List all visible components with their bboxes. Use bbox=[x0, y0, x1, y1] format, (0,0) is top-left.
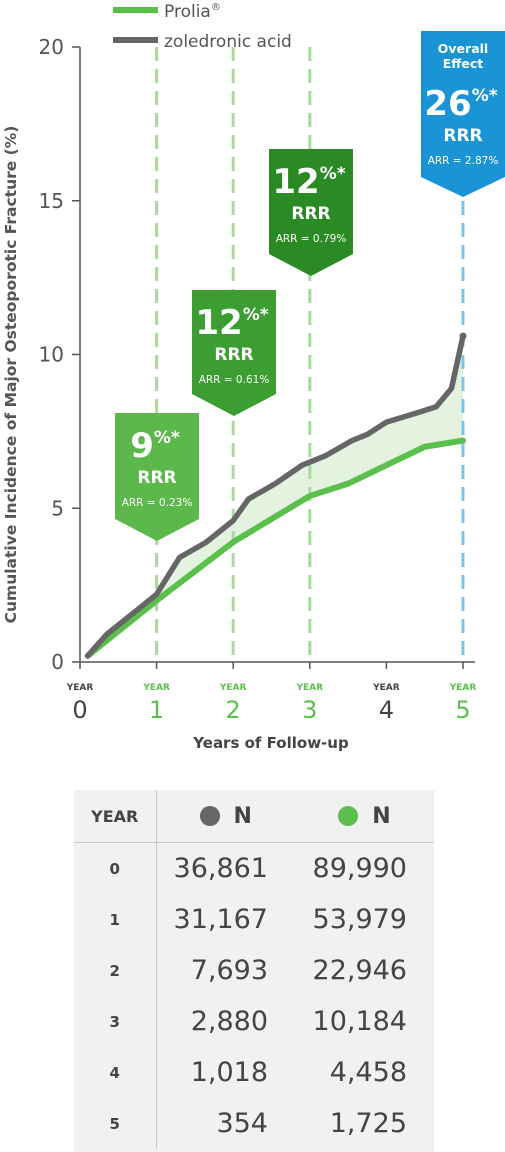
x-tick-year-label: YEAR bbox=[219, 683, 247, 693]
prolia-dot-icon bbox=[338, 805, 359, 826]
x-tick-label: 4 bbox=[379, 696, 394, 724]
table-row: 1 31,167 53,979 bbox=[74, 894, 434, 945]
zoledronic-acid-series-line bbox=[84, 333, 466, 659]
prolia-series-line bbox=[84, 437, 466, 659]
callout-rrr-suffix: %* bbox=[243, 305, 269, 325]
year-cell: 5 bbox=[74, 1098, 157, 1149]
callout-rrr-suffix: %* bbox=[154, 428, 180, 448]
callout-rrr-label: RRR bbox=[291, 204, 330, 224]
y-axis-title: Cumulative Incidence of Major Osteoporot… bbox=[2, 126, 20, 624]
zoledronic-acid-n-cell: 354 bbox=[216, 1108, 268, 1139]
table-row: 0 36,861 89,990 bbox=[74, 842, 434, 894]
year-cell: 4 bbox=[74, 1047, 157, 1098]
x-tick-label: 0 bbox=[72, 696, 87, 724]
callout-rrr-label: RRR bbox=[443, 126, 482, 146]
callout-rrr-label: RRR bbox=[214, 345, 253, 365]
difference-shaded-area bbox=[87, 336, 463, 656]
prolia-n-cell: 22,946 bbox=[312, 955, 407, 986]
callout-arr-label: ARR = 2.87% bbox=[428, 155, 499, 167]
callout-box bbox=[192, 290, 276, 416]
table-row: 3 2,880 10,184 bbox=[74, 996, 434, 1047]
callout-box bbox=[269, 149, 353, 276]
y-tick-label: 15 bbox=[39, 189, 64, 213]
callout-rrr-value: 26%* bbox=[424, 84, 497, 124]
prolia-n-cell: 10,184 bbox=[312, 1006, 407, 1037]
callout-arr-label: ARR = 0.79% bbox=[276, 233, 347, 245]
callout-box bbox=[115, 413, 199, 541]
y-tick-label: 0 bbox=[51, 650, 64, 674]
y-tick-label: 5 bbox=[51, 496, 64, 520]
callout-heading-line-1: Overall bbox=[438, 41, 488, 56]
prolia-n-cell: 4,458 bbox=[329, 1057, 407, 1088]
table-row: 2 7,693 22,946 bbox=[74, 945, 434, 996]
callout-heading-line-2: Effect bbox=[443, 56, 484, 71]
callout-rrr-suffix: %* bbox=[472, 86, 498, 106]
callout-rrr-value: 12%* bbox=[195, 303, 268, 343]
zoledronic-acid-n-cell: 2,880 bbox=[190, 1006, 268, 1037]
prolia-n-cell: 89,990 bbox=[312, 853, 407, 884]
table-row: 4 1,018 4,458 bbox=[74, 1047, 434, 1098]
year-cell: 3 bbox=[74, 996, 157, 1047]
legend-prolia-registered-mark: ® bbox=[211, 2, 221, 13]
x-tick-label: 1 bbox=[149, 696, 164, 724]
table-row: 5 354 1,725 bbox=[74, 1098, 434, 1149]
callout-rrr-number: 12 bbox=[272, 162, 319, 202]
x-tick-year-label: YEAR bbox=[372, 683, 400, 693]
patient-count-table: YEAR N N 0 36,861 89,990 1 31,167 53,979 2 7,… bbox=[74, 790, 434, 1152]
prolia-n-header: N bbox=[295, 790, 434, 843]
x-tick-year-label: YEAR bbox=[449, 683, 477, 693]
callout-arr-label: ARR = 0.23% bbox=[122, 497, 193, 509]
year-column-header: YEAR bbox=[74, 790, 157, 843]
callout-rrr-number: 26 bbox=[424, 84, 471, 124]
prolia-n-cell: 1,725 bbox=[329, 1108, 407, 1139]
zoledronic-acid-n-cell: 1,018 bbox=[190, 1057, 268, 1088]
x-tick-label: 2 bbox=[226, 696, 241, 724]
prolia-n-label: N bbox=[372, 803, 391, 829]
year-cell: 1 bbox=[74, 894, 157, 945]
zoledronic-acid-end-point bbox=[459, 332, 467, 340]
callout-rrr-number: 9 bbox=[130, 426, 154, 466]
zoledronic-acid-n-cell: 36,861 bbox=[173, 853, 268, 884]
prolia-n-cell: 53,979 bbox=[312, 904, 407, 935]
x-tick-label: 5 bbox=[455, 696, 470, 724]
x-tick-year-label: YEAR bbox=[66, 683, 94, 693]
legend-zoledronic-acid-label: zoledronic acid bbox=[164, 32, 292, 52]
y-tick-label: 20 bbox=[39, 35, 64, 59]
x-tick-year-label: YEAR bbox=[142, 683, 170, 693]
legend-prolia-label: Prolia® bbox=[164, 2, 221, 22]
callout-arr-label: ARR = 0.61% bbox=[199, 374, 270, 386]
year-cell: 2 bbox=[74, 945, 157, 996]
zoledronic-acid-n-cell: 31,167 bbox=[173, 904, 268, 935]
callout-box bbox=[421, 31, 505, 197]
x-tick-year-label: YEAR bbox=[296, 683, 324, 693]
x-tick-label: 3 bbox=[302, 696, 317, 724]
callout-rrr-value: 9%* bbox=[130, 426, 180, 466]
x-axis-title: Years of Follow-up bbox=[192, 734, 349, 752]
zoledronic-acid-n-label: N bbox=[233, 803, 252, 829]
zoledronic-acid-dot-icon bbox=[199, 805, 220, 826]
callout-rrr-number: 12 bbox=[195, 303, 242, 343]
table-header-row: YEAR N N bbox=[74, 790, 434, 843]
year-cell: 0 bbox=[74, 842, 157, 894]
callout-rrr-label: RRR bbox=[137, 468, 176, 488]
callout-rrr-value: 12%* bbox=[272, 162, 345, 202]
y-tick-label: 10 bbox=[39, 343, 64, 367]
zoledronic-acid-n-header: N bbox=[156, 790, 295, 843]
zoledronic-acid-n-cell: 7,693 bbox=[190, 955, 268, 986]
legend-prolia-name: Prolia bbox=[164, 2, 211, 22]
callout-rrr-suffix: %* bbox=[320, 164, 346, 184]
